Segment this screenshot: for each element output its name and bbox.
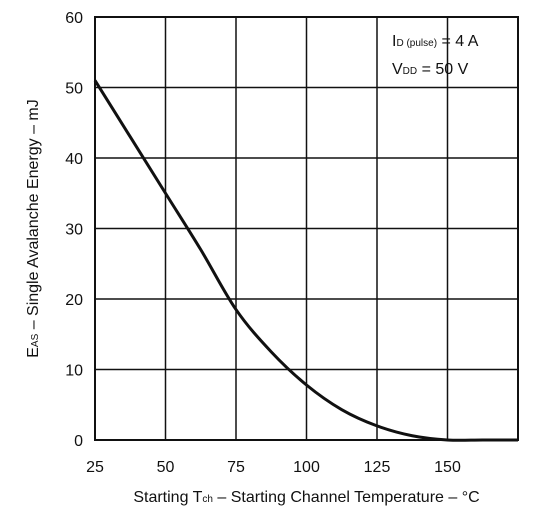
x-axis-label-suffix: – Starting Channel Temperature – °C [213, 489, 480, 506]
x-tick-label: 100 [293, 459, 320, 476]
annotation-2-suffix: = 50 V [417, 61, 468, 78]
annotation-1-suffix: = 4 A [437, 33, 479, 50]
energy-curve [93, 79, 518, 442]
y-tick-label: 30 [65, 222, 83, 239]
grid-lines [95, 17, 518, 440]
annotation-2-subscript: DD [403, 66, 417, 77]
y-axis-label: EAS – Single Avalanche Energy – mJ [25, 99, 42, 358]
x-tick-label: 75 [227, 459, 245, 476]
y-tick-label: 10 [65, 363, 83, 380]
x-tick-labels: 25 50 75 100 125 150 [86, 459, 461, 476]
x-tick-label: 150 [434, 459, 461, 476]
y-tick-label: 20 [65, 292, 83, 309]
x-axis-label-prefix: Starting T [133, 489, 202, 506]
x-tick-label: 50 [157, 459, 175, 476]
x-axis-label: Starting Tch – Starting Channel Temperat… [133, 489, 479, 506]
annotation-drain-current: ID (pulse) = 4 A [392, 33, 479, 50]
x-tick-label: 25 [86, 459, 104, 476]
plot-area-frame [94, 16, 519, 441]
annotation-1-subscript: D (pulse) [396, 38, 437, 49]
y-tick-label: 50 [65, 81, 83, 98]
y-axis-label-suffix: – Single Avalanche Energy – mJ [25, 99, 42, 334]
y-tick-labels: 0 10 20 30 40 50 60 [65, 10, 83, 450]
y-axis-label-prefix: E [25, 347, 42, 358]
annotation-1-prefix: I [392, 33, 396, 50]
x-tick-label: 125 [364, 459, 391, 476]
y-axis-label-subscript: AS [30, 333, 41, 347]
x-axis-label-subscript: ch [202, 494, 213, 505]
y-tick-label: 40 [65, 151, 83, 168]
y-tick-label: 60 [65, 10, 83, 27]
annotation-supply-voltage: VDD = 50 V [392, 61, 469, 78]
annotation-2-prefix: V [392, 61, 403, 78]
y-tick-label: 0 [74, 433, 83, 450]
